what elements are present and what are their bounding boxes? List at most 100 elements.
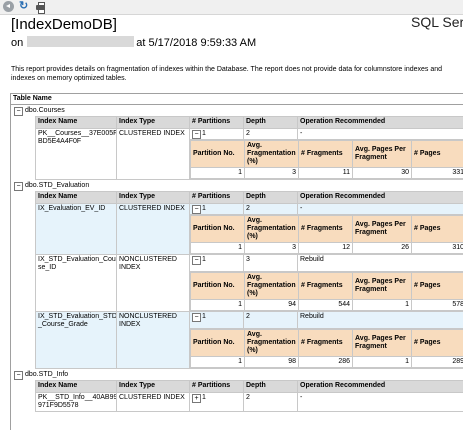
partition-no-value: 1 <box>190 167 245 179</box>
collapse-toggle-icon[interactable]: − <box>14 371 23 380</box>
col-fragments: # Fragments <box>298 215 353 243</box>
partitions-value: 1 <box>202 313 206 320</box>
col-partitions: # Partitions <box>189 380 244 393</box>
index-header-row: Index Name Index Type # Partitions Depth… <box>35 116 463 129</box>
partitions-value: 1 <box>202 130 206 137</box>
pages-value: 331 <box>411 167 463 179</box>
pages-value: 289 <box>411 356 463 368</box>
collapse-toggle-icon[interactable]: − <box>192 313 201 322</box>
col-pages: # Pages <box>411 215 463 243</box>
partition-no-value: 1 <box>190 242 245 254</box>
report-timestamp: at 5/17/2018 9:59:33 AM <box>136 37 257 49</box>
col-avg-fragmentation: Avg. Fragmentation (%) <box>244 140 299 168</box>
printer-icon[interactable] <box>35 1 46 14</box>
table-group-courses: − dbo.Courses Index Name Index Type # Pa… <box>11 105 463 180</box>
index-row: IX_STD_Evaluation_STD _Course_Grade NONC… <box>35 311 463 369</box>
collapse-toggle-icon[interactable]: − <box>14 107 23 116</box>
report-description: This report provides details on fragment… <box>11 66 443 82</box>
col-pages: # Pages <box>411 272 463 300</box>
col-avg-fragmentation: Avg. Fragmentation (%) <box>244 329 299 357</box>
partitions-value: 1 <box>202 256 206 263</box>
index-header-row: Index Name Index Type # Partitions Depth… <box>35 191 463 204</box>
col-partitions: # Partitions <box>189 116 244 129</box>
collapse-toggle-icon[interactable]: − <box>14 182 23 191</box>
fragmentation-detail: Partition No. Avg. Fragmentation (%) # F… <box>189 214 463 255</box>
table-group-std-info: − dbo.STD_Info Index Name Index Type # P… <box>11 369 463 412</box>
depth-value: 2 <box>243 311 298 329</box>
partitions-cell: −1 <box>189 254 244 272</box>
fragmentation-table: Partition No. Avg. Fragmentation (%) # F… <box>190 140 463 179</box>
fragments-value: 286 <box>298 356 353 368</box>
fragments-value: 11 <box>298 167 353 179</box>
col-fragments: # Fragments <box>298 272 353 300</box>
operation-value: - <box>297 392 463 412</box>
table-group-header: − dbo.STD_Info <box>11 369 463 380</box>
operation-value: Rebuild <box>297 254 463 272</box>
fragmentation-table: Partition No. Avg. Fragmentation (%) # F… <box>190 272 463 311</box>
index-row: IX_STD_Evaluation_Cour se_ID NONCLUSTERE… <box>35 254 463 312</box>
report-toolbar: ↻ <box>0 0 463 15</box>
col-fragments: # Fragments <box>298 140 353 168</box>
index-name: IX_Evaluation_EV_ID <box>35 203 117 255</box>
partitions-value: 1 <box>202 394 206 401</box>
col-partition-no: Partition No. <box>190 140 245 168</box>
index-table: Index Name Index Type # Partitions Depth… <box>35 380 463 412</box>
index-table: Index Name Index Type # Partitions Depth… <box>35 191 463 369</box>
table-name: dbo.STD_Info <box>25 371 69 378</box>
col-partition-no: Partition No. <box>190 272 245 300</box>
col-avg-pages: Avg. Pages Per Fragment <box>352 272 412 300</box>
col-fragments: # Fragments <box>298 329 353 357</box>
report-timestamp-line: on at 5/17/2018 9:59:33 AM <box>11 36 256 49</box>
partition-no-value: 1 <box>190 299 245 311</box>
avg-fragmentation-value: 3 <box>244 242 299 254</box>
partitions-cell: −1 <box>189 128 244 140</box>
partitions-cell: −1 <box>189 311 244 329</box>
redacted-server-name <box>27 36 135 47</box>
avg-pages-value: 30 <box>352 167 412 179</box>
col-avg-fragmentation: Avg. Fragmentation (%) <box>244 215 299 243</box>
pages-value: 310 <box>411 242 463 254</box>
depth-value: 3 <box>243 254 298 272</box>
depth-value: 2 <box>243 392 298 412</box>
fragmentation-detail: Partition No. Avg. Fragmentation (%) # F… <box>189 139 463 180</box>
index-name: PK__Courses__37E005F BD5E4A4F0F <box>35 128 117 180</box>
col-index-type: Index Type <box>116 191 190 204</box>
col-index-type: Index Type <box>116 380 190 393</box>
fragments-value: 544 <box>298 299 353 311</box>
index-name: IX_STD_Evaluation_Cour se_ID <box>35 254 117 312</box>
col-index-type: Index Type <box>116 116 190 129</box>
table-group-header: − dbo.STD_Evaluation <box>11 180 463 191</box>
col-partition-no: Partition No. <box>190 215 245 243</box>
avg-fragmentation-value: 98 <box>244 356 299 368</box>
collapse-toggle-icon[interactable]: − <box>192 130 201 139</box>
index-row: IX_Evaluation_EV_ID CLUSTERED INDEX −1 2… <box>35 203 463 255</box>
partition-no-value: 1 <box>190 356 245 368</box>
index-header-row: Index Name Index Type # Partitions Depth… <box>35 380 463 393</box>
avg-pages-value: 1 <box>352 356 412 368</box>
fragmentation-table: Partition No. Avg. Fragmentation (%) # F… <box>190 215 463 254</box>
operation-value: - <box>297 128 463 140</box>
report-title: [IndexDemoDB] <box>11 16 117 33</box>
depth-value: 2 <box>243 203 298 215</box>
back-arrow-icon[interactable] <box>3 1 14 12</box>
partitions-value: 1 <box>202 205 206 212</box>
col-avg-pages: Avg. Pages Per Fragment <box>352 329 412 357</box>
fragments-value: 12 <box>298 242 353 254</box>
index-table: Index Name Index Type # Partitions Depth… <box>35 116 463 180</box>
col-pages: # Pages <box>411 140 463 168</box>
col-operation: Operation Recommended <box>297 116 463 129</box>
col-depth: Depth <box>243 380 298 393</box>
fragmentation-table: Partition No. Avg. Fragmentation (%) # F… <box>190 329 463 368</box>
collapse-toggle-icon[interactable]: − <box>192 256 201 265</box>
pages-value: 578 <box>411 299 463 311</box>
expand-toggle-icon[interactable]: + <box>192 394 201 403</box>
fragmentation-row: Partition No. Avg. Fragmentation (%) # F… <box>36 214 463 255</box>
fragmentation-detail: Partition No. Avg. Fragmentation (%) # F… <box>189 271 463 312</box>
col-partitions: # Partitions <box>189 191 244 204</box>
collapse-toggle-icon[interactable]: − <box>192 205 201 214</box>
table-group-header: − dbo.Courses <box>11 105 463 116</box>
refresh-icon[interactable]: ↻ <box>19 0 29 12</box>
table-name: dbo.STD_Evaluation <box>25 182 90 189</box>
index-type: CLUSTERED INDEX <box>116 392 190 412</box>
operation-value: Rebuild <box>297 311 463 329</box>
